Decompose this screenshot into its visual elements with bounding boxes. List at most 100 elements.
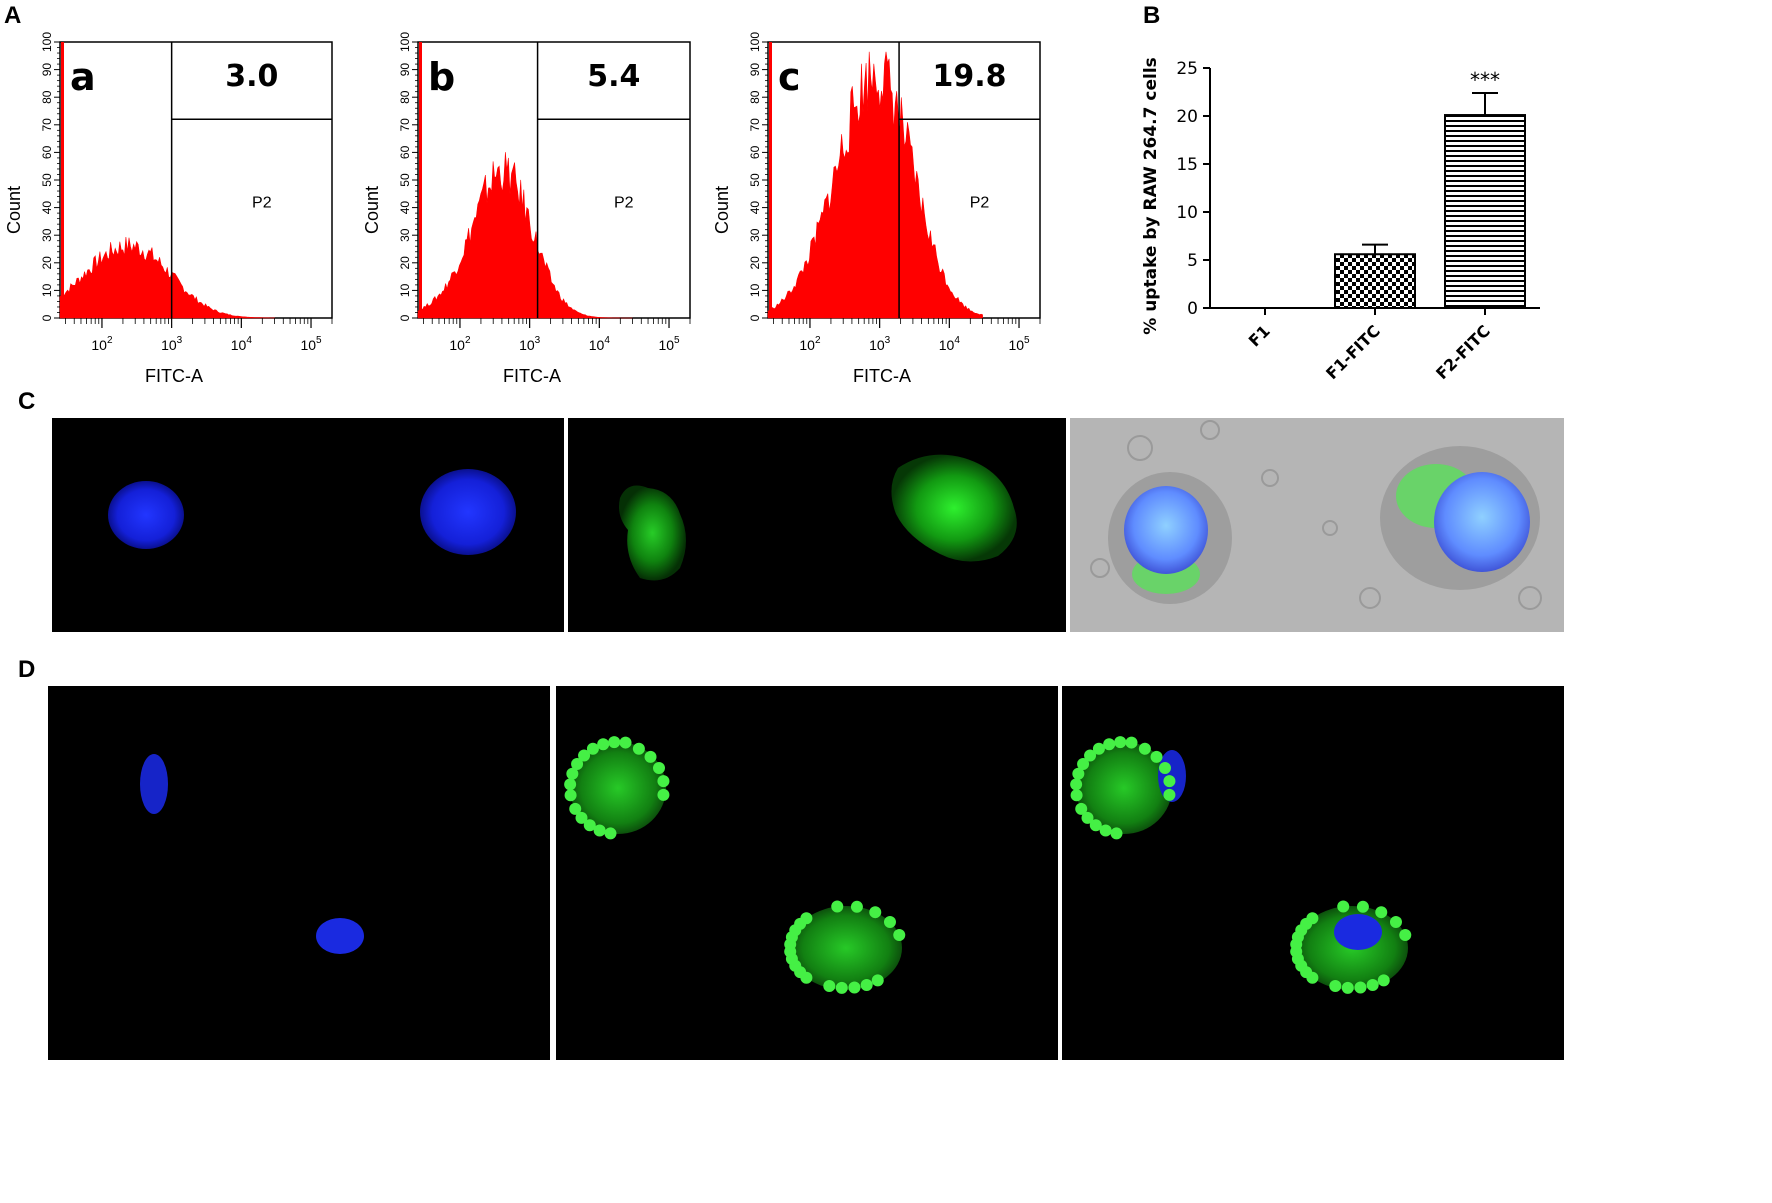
merged-fitc-1 bbox=[1076, 742, 1172, 834]
inset-label: b bbox=[428, 55, 455, 99]
granule bbox=[860, 978, 873, 991]
histogram-area bbox=[59, 236, 275, 319]
granule bbox=[586, 742, 599, 755]
bar bbox=[1444, 114, 1526, 310]
fitc-cell-2 bbox=[891, 454, 1017, 562]
y-tick-label: 0 bbox=[40, 314, 54, 321]
flow-histogram-c: 19.8 P2 c 0 10 20 30 40 50 60 70 80 90 100 102 103 104 10… bbox=[712, 32, 1041, 386]
granule bbox=[583, 819, 596, 832]
histogram-area bbox=[417, 152, 633, 319]
y-tick-label: 50 bbox=[398, 173, 412, 187]
granule bbox=[564, 778, 577, 791]
y-axis-title: Count bbox=[4, 186, 24, 234]
gate-percentage: 19.8 bbox=[933, 59, 1007, 94]
y-tick-label: 40 bbox=[748, 201, 762, 215]
y-tick-label: 10 bbox=[398, 283, 412, 297]
granule bbox=[1377, 974, 1390, 987]
granule bbox=[1329, 980, 1342, 993]
y-tick-label: 40 bbox=[40, 201, 54, 215]
x-tick-label: 104 bbox=[231, 335, 253, 353]
flow-histogram-a: 3.0 P2 a 0 10 20 30 40 50 60 70 80 90 100 102 103 104 105… bbox=[4, 32, 333, 386]
granule bbox=[564, 789, 577, 802]
y-tick-label: 70 bbox=[40, 118, 54, 132]
y-tick-label: 50 bbox=[748, 173, 762, 187]
x-tick-label: 104 bbox=[589, 335, 611, 353]
granule bbox=[575, 811, 588, 824]
granule bbox=[1070, 789, 1083, 802]
y-tick-label: 100 bbox=[748, 32, 762, 52]
granule bbox=[632, 742, 645, 755]
granule bbox=[1084, 749, 1097, 762]
y-tick-label: 60 bbox=[398, 145, 412, 159]
nucleus-cell-1 bbox=[140, 754, 168, 814]
granule bbox=[1075, 802, 1088, 815]
gate-percentage: 5.4 bbox=[587, 59, 640, 94]
y-tick-label: 5 bbox=[1187, 251, 1198, 271]
granule bbox=[1114, 736, 1127, 749]
granule bbox=[597, 738, 610, 751]
panel-letter-c: C bbox=[18, 388, 36, 415]
y-axis-title: % uptake by RAW 264.7 cells bbox=[1141, 57, 1161, 335]
x-axis-title: FITC-A bbox=[853, 366, 911, 386]
x-axis-title: FITC-A bbox=[503, 366, 561, 386]
granule bbox=[1399, 929, 1412, 942]
y-tick-label: 15 bbox=[1176, 155, 1198, 175]
y-axis-title: Count bbox=[712, 186, 732, 234]
x-axis-title: FITC-A bbox=[145, 366, 203, 386]
fitc-cell-2 bbox=[790, 906, 902, 990]
y-tick-label: 100 bbox=[398, 32, 412, 52]
gate-percentage: 3.0 bbox=[225, 59, 278, 94]
y-tick-label: 20 bbox=[398, 256, 412, 270]
granule bbox=[571, 757, 584, 770]
granule bbox=[1150, 750, 1163, 763]
granule bbox=[1089, 819, 1102, 832]
y-tick-label: 70 bbox=[398, 118, 412, 132]
y-axis-title: Count bbox=[362, 186, 382, 234]
panel-letter-a: A bbox=[4, 2, 22, 29]
x-tick-label: 103 bbox=[869, 335, 891, 353]
y-tick-label: 25 bbox=[1176, 59, 1198, 79]
y-tick-label: 0 bbox=[748, 314, 762, 321]
y-tick-label: 20 bbox=[1176, 107, 1198, 127]
granule bbox=[823, 980, 836, 993]
granule bbox=[850, 900, 863, 913]
granule bbox=[604, 827, 617, 840]
x-tick-label: F1-FITC bbox=[1322, 321, 1384, 383]
granule bbox=[1138, 742, 1151, 755]
granule bbox=[1163, 788, 1176, 801]
granule bbox=[1163, 775, 1176, 788]
panel-letter-b: B bbox=[1143, 2, 1161, 29]
y-tick-label: 80 bbox=[40, 90, 54, 104]
granule bbox=[644, 750, 657, 763]
nucleus-cell-2 bbox=[420, 469, 516, 555]
y-tick-label: 90 bbox=[398, 63, 412, 77]
histogram-area bbox=[767, 51, 983, 319]
uptake-bar-chart: 0 5 10 15 20 25 F1 F1-FITC *** F2-FITC % uptake by… bbox=[1141, 57, 1540, 383]
granule bbox=[869, 906, 882, 919]
y-tick-label: 60 bbox=[40, 145, 54, 159]
significance-label: *** bbox=[1470, 68, 1500, 92]
granule bbox=[1375, 906, 1388, 919]
y-tick-label: 30 bbox=[398, 228, 412, 242]
x-tick-label: 103 bbox=[519, 335, 541, 353]
x-tick-label: F1 bbox=[1245, 321, 1274, 350]
x-tick-label: 105 bbox=[658, 335, 680, 353]
nucleus-cell-2 bbox=[316, 918, 364, 954]
granule bbox=[1158, 762, 1171, 775]
granule bbox=[1070, 778, 1083, 791]
axis-spike bbox=[61, 42, 64, 318]
granule bbox=[1092, 742, 1105, 755]
granule bbox=[893, 929, 906, 942]
granule bbox=[1366, 978, 1379, 991]
y-tick-label: 40 bbox=[398, 201, 412, 215]
merged-nucleus-1 bbox=[1124, 486, 1208, 574]
merged-nucleus-2 bbox=[1434, 472, 1530, 572]
granule bbox=[871, 974, 884, 987]
y-tick-label: 80 bbox=[398, 90, 412, 104]
y-tick-label: 90 bbox=[40, 63, 54, 77]
granule bbox=[883, 915, 896, 928]
x-tick-label: 102 bbox=[91, 335, 113, 353]
x-tick-label: 102 bbox=[799, 335, 821, 353]
y-tick-label: 0 bbox=[398, 314, 412, 321]
micrograph-d-fitc bbox=[556, 686, 1058, 1060]
